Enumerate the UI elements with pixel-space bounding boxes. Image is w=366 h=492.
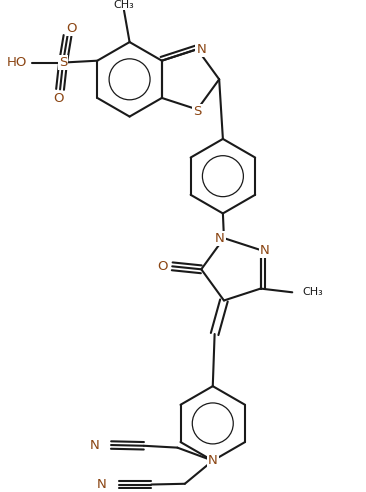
Text: S: S: [193, 105, 201, 118]
Text: HO: HO: [7, 56, 27, 69]
Text: N: N: [208, 454, 218, 467]
Text: CH₃: CH₃: [113, 0, 134, 9]
Text: O: O: [157, 260, 168, 273]
Text: S: S: [59, 56, 67, 69]
Text: N: N: [215, 232, 225, 245]
Text: N: N: [196, 43, 206, 56]
Text: CH₃: CH₃: [302, 287, 323, 297]
Text: O: O: [66, 22, 77, 35]
Text: N: N: [97, 478, 107, 491]
Text: N: N: [89, 438, 99, 452]
Text: N: N: [259, 244, 269, 256]
Text: O: O: [53, 92, 63, 105]
